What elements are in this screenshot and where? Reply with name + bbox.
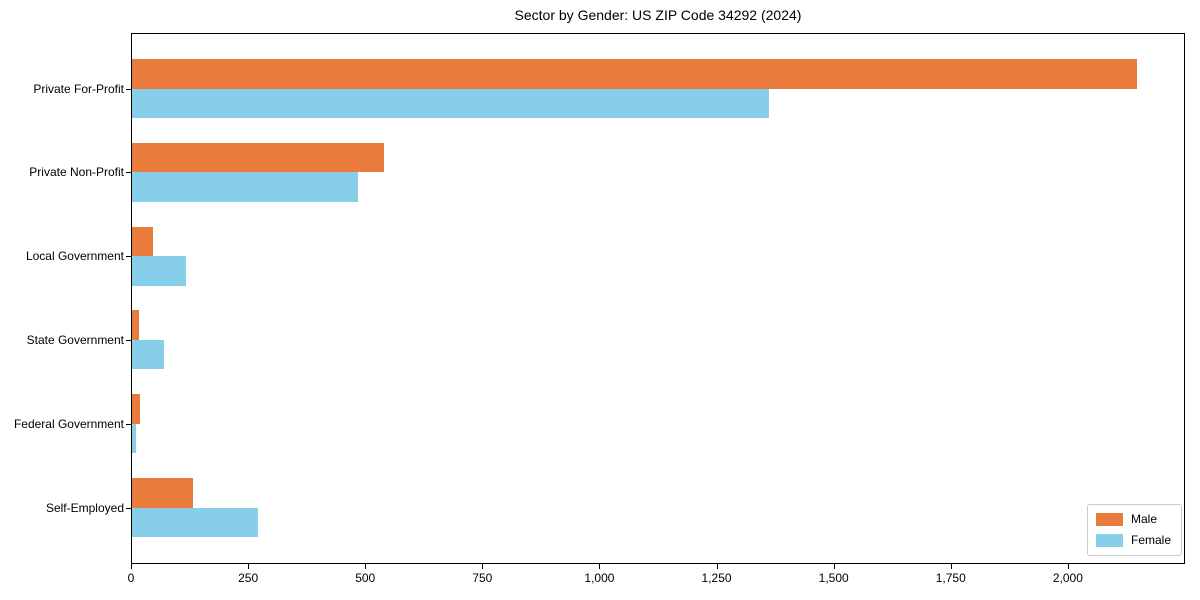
x-axis-tick-label: 250 — [238, 571, 259, 585]
bar-male-local-government — [132, 226, 154, 257]
x-axis-tick-label: 0 — [127, 571, 135, 585]
legend-item-female: Female — [1096, 534, 1173, 547]
x-axis-tick-label: 2,000 — [1052, 571, 1083, 585]
x-axis-tick-label: 1,750 — [935, 571, 966, 585]
y-axis-label: Private For-Profit — [33, 81, 124, 96]
y-axis-tick — [126, 256, 131, 258]
x-axis-tick — [365, 564, 367, 569]
y-axis-label: Private Non-Profit — [29, 165, 124, 180]
x-axis-tick — [482, 564, 484, 569]
bar-male-private-non-profit — [132, 142, 385, 173]
legend-label-female: Female — [1131, 533, 1172, 547]
bar-female-private-non-profit — [132, 172, 358, 202]
x-axis-tick-label: 500 — [355, 571, 376, 585]
bar-male-private-for-profit — [132, 59, 1137, 89]
bar-male-self-employed — [132, 478, 194, 508]
bar-female-federal-government — [132, 423, 137, 454]
legend: Male Female — [1087, 504, 1182, 556]
chart-title: Sector by Gender: US ZIP Code 34292 (202… — [514, 7, 802, 23]
plot-area — [131, 33, 1185, 564]
y-axis-tick — [126, 507, 131, 509]
y-axis-label: Local Government — [25, 249, 124, 264]
y-axis-label: Federal Government — [13, 416, 124, 431]
y-axis-label: Self-Employed — [45, 500, 124, 515]
x-axis-tick-label: 750 — [472, 571, 493, 585]
bar-male-state-government — [132, 310, 139, 340]
x-axis-tick-label: 1,250 — [701, 571, 732, 585]
legend-item-male: Male — [1096, 513, 1173, 526]
bar-female-local-government — [132, 256, 186, 286]
y-axis-label: State Government — [26, 332, 124, 347]
x-axis-tick-label: 1,000 — [584, 571, 615, 585]
x-axis-tick — [950, 564, 952, 569]
y-axis-tick — [126, 339, 131, 341]
x-axis-tick-label: 1,500 — [818, 571, 849, 585]
bar-female-state-government — [132, 339, 164, 370]
bar-male-federal-government — [132, 394, 140, 424]
x-axis-tick — [599, 564, 601, 569]
x-axis-tick — [1067, 564, 1069, 569]
y-axis-tick — [126, 88, 131, 90]
bar-female-private-for-profit — [132, 88, 770, 118]
bar-female-self-employed — [132, 507, 258, 537]
y-axis-tick — [126, 423, 131, 425]
x-axis-tick — [833, 564, 835, 569]
x-axis-tick — [716, 564, 718, 569]
legend-swatch-female — [1096, 534, 1123, 547]
legend-swatch-male — [1096, 513, 1123, 526]
x-axis-tick — [131, 564, 132, 569]
y-axis-tick — [126, 172, 131, 174]
legend-label-male: Male — [1131, 512, 1158, 526]
x-axis-tick — [248, 564, 250, 569]
